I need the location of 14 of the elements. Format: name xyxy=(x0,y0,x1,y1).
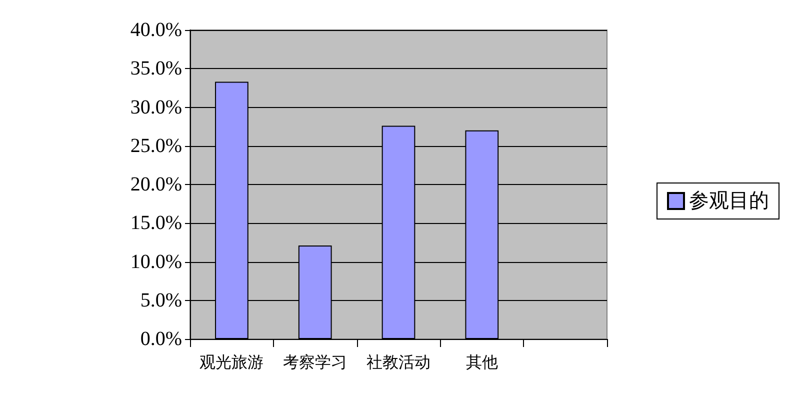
y-tick-label: 0.0% xyxy=(140,328,182,350)
y-tick-label: 5.0% xyxy=(140,289,182,312)
x-tick-label: 考察学习 xyxy=(283,354,348,372)
x-tick-label: 社教活动 xyxy=(366,354,430,372)
y-tick-label: 35.0% xyxy=(130,58,182,80)
y-tick-label: 40.0% xyxy=(130,19,182,41)
y-tick-label: 30.0% xyxy=(130,96,182,118)
x-tick-label: 其他 xyxy=(466,354,498,372)
y-tick-label: 10.0% xyxy=(130,250,182,273)
y-tick-label: 25.0% xyxy=(130,134,182,157)
x-tick-label: 观光旅游 xyxy=(200,354,264,372)
y-tick-label: 20.0% xyxy=(130,174,182,196)
y-tick-label: 15.0% xyxy=(130,212,182,234)
legend-label: 参观目的 xyxy=(689,190,769,212)
